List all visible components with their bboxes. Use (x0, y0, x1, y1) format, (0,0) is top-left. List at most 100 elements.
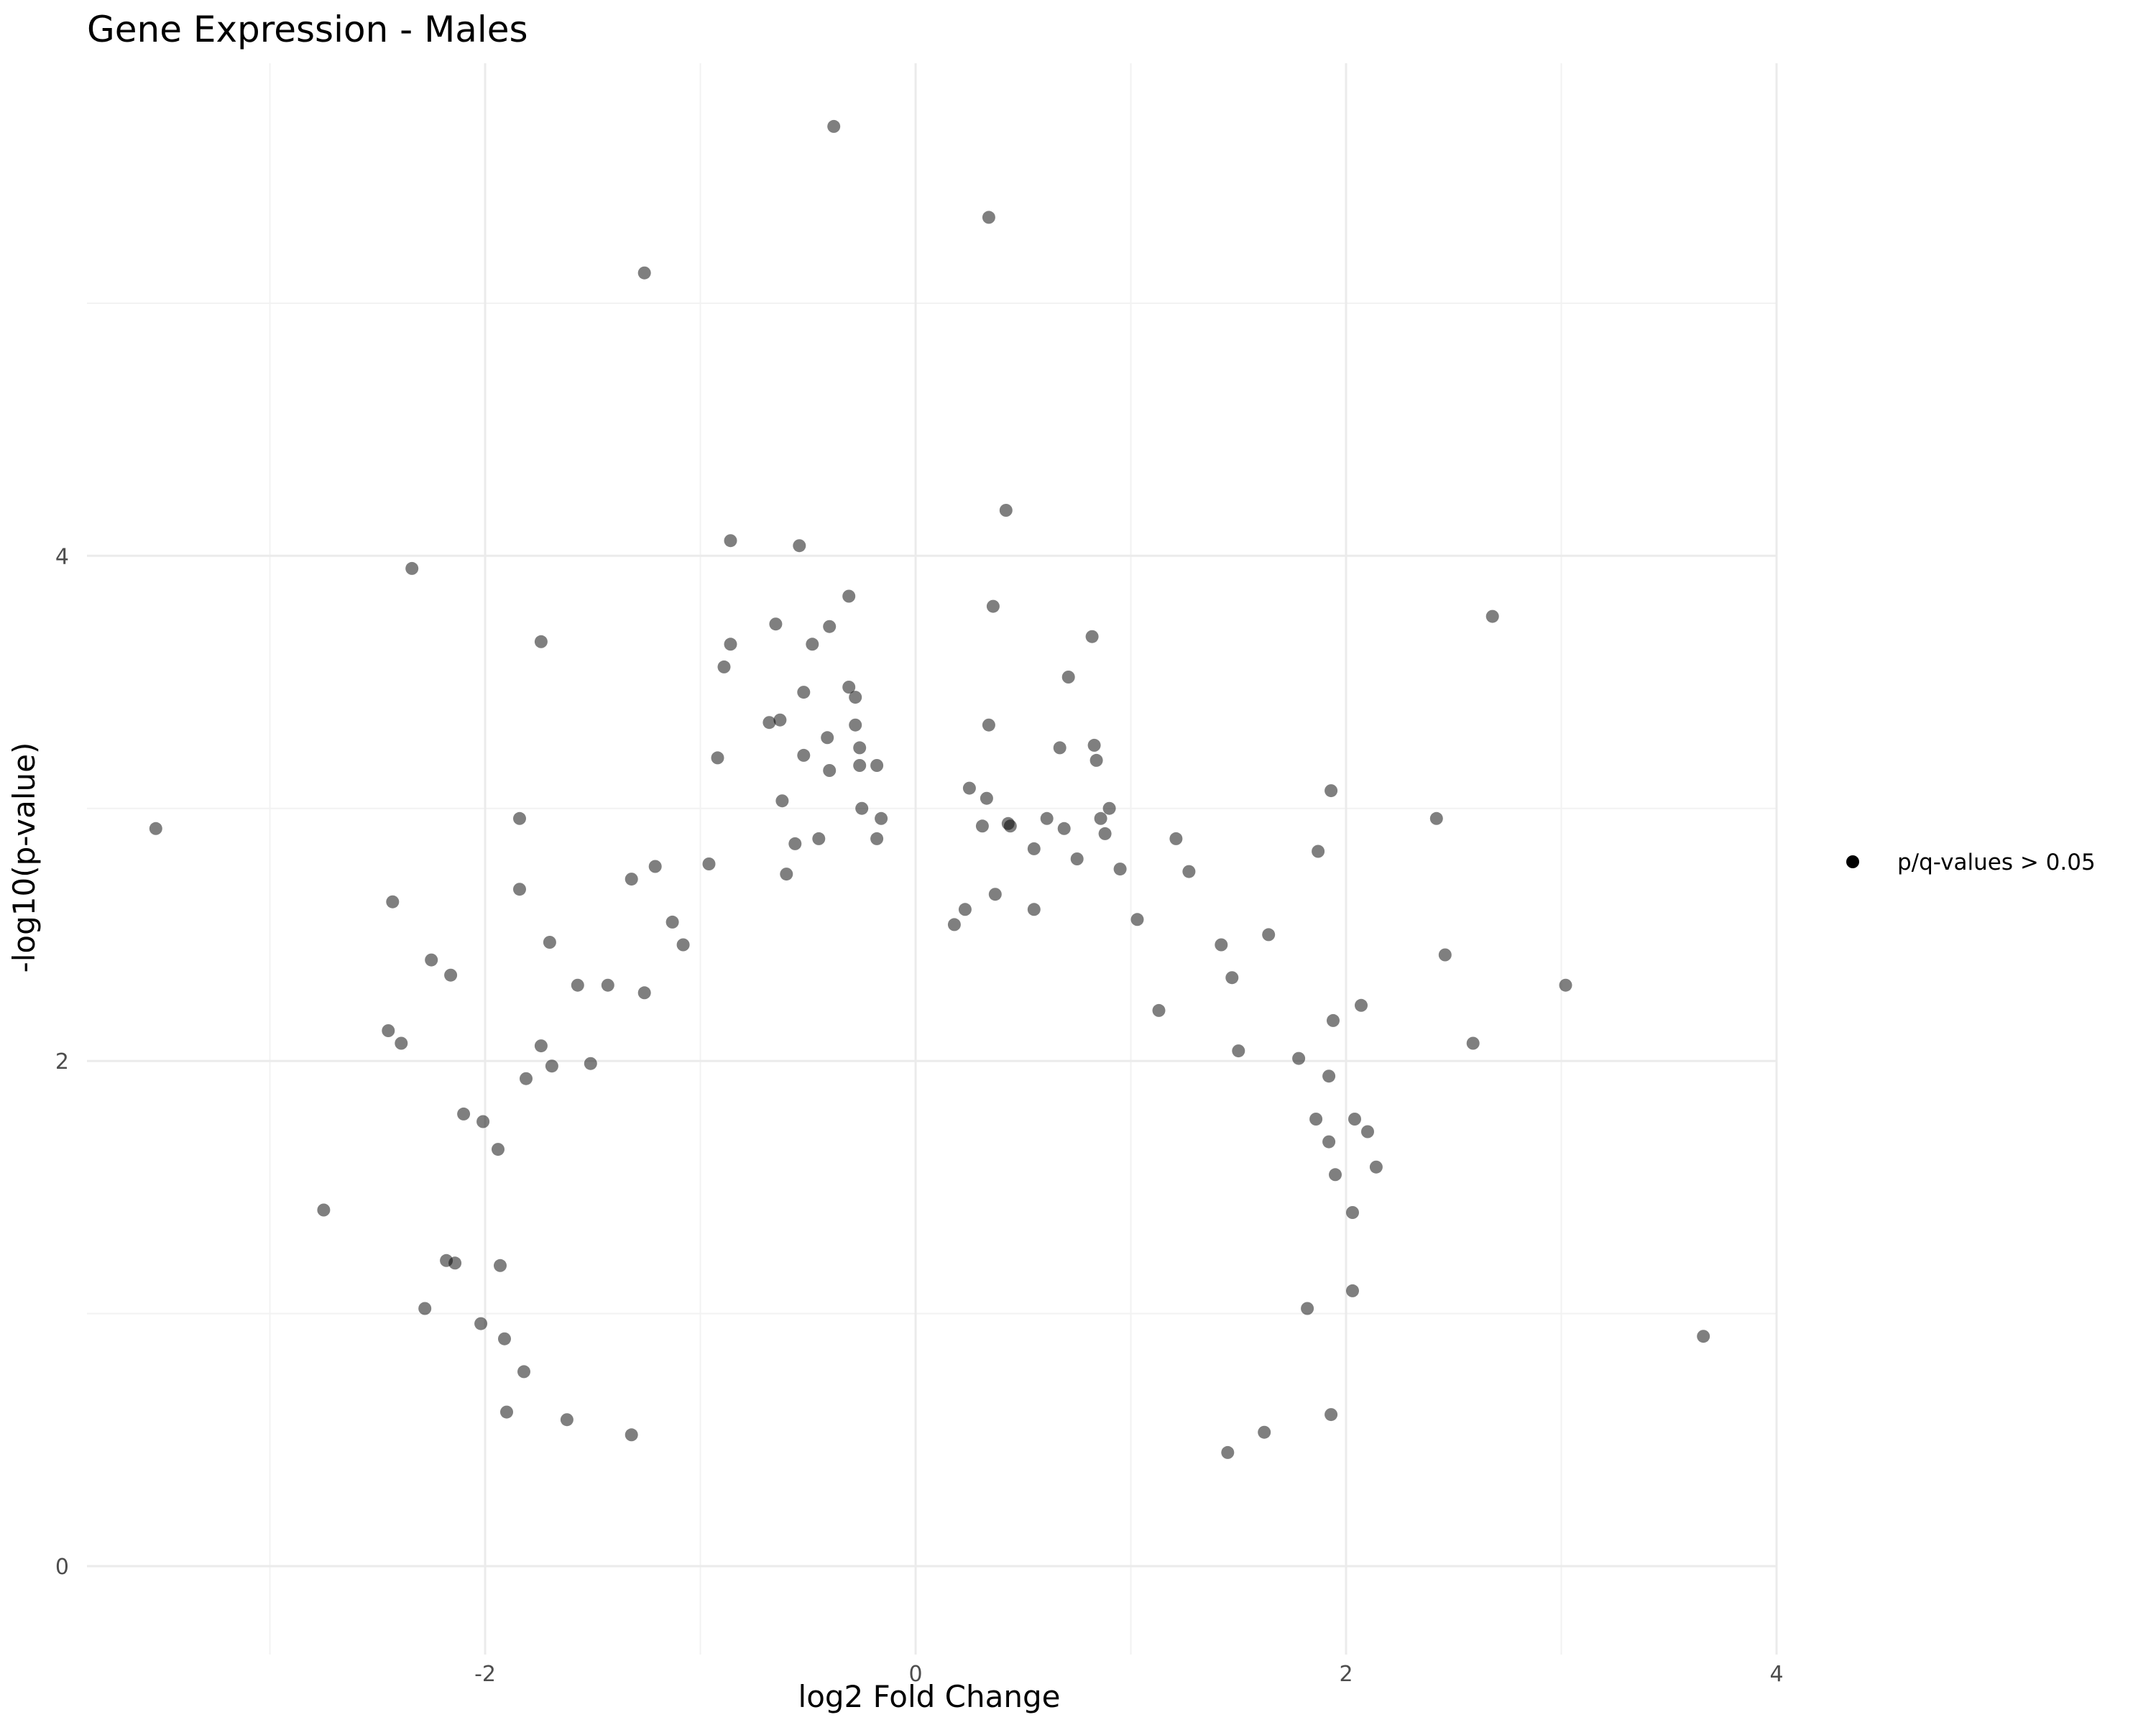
grid-major (87, 63, 1778, 1655)
data-point (958, 903, 972, 916)
data-point (560, 1413, 573, 1427)
data-point (982, 718, 995, 732)
data-point (1232, 1044, 1245, 1058)
data-point (571, 978, 584, 992)
data-point (702, 857, 716, 870)
data-point (648, 860, 662, 873)
data-point (1061, 671, 1075, 684)
data-point (1130, 913, 1144, 926)
data-point (775, 794, 789, 808)
data-point (1292, 1052, 1306, 1065)
chart-title: Gene Expression - Males (87, 9, 528, 50)
data-point (1258, 1425, 1271, 1439)
data-point (1369, 1160, 1383, 1174)
data-point (1322, 1070, 1336, 1083)
data-point (418, 1302, 432, 1315)
data-point (1438, 948, 1452, 962)
data-point (1429, 811, 1443, 825)
data-point (448, 1256, 462, 1270)
data-point (444, 968, 458, 982)
legend-label: p/q-values > 0.05 (1897, 850, 2096, 875)
data-point (545, 1059, 558, 1073)
data-point (1113, 862, 1127, 876)
data-point (625, 1428, 638, 1442)
data-point (769, 617, 783, 631)
data-point (797, 748, 811, 762)
data-point (492, 1143, 505, 1156)
data-point (1070, 852, 1084, 865)
data-point (500, 1405, 513, 1419)
data-point (724, 534, 737, 548)
legend: p/q-values > 0.05 (1846, 850, 2096, 875)
data-point (975, 819, 989, 833)
data-point (1152, 1003, 1166, 1017)
data-point (386, 895, 400, 908)
data-point (676, 938, 690, 952)
data-point (1027, 842, 1041, 855)
data-point (1027, 903, 1041, 916)
data-points (149, 119, 1710, 1459)
data-point (980, 791, 993, 805)
data-point (1329, 1168, 1342, 1182)
data-point (1169, 832, 1183, 845)
data-point (1346, 1206, 1359, 1219)
data-point (842, 681, 856, 694)
x-tick-label: 4 (1769, 1662, 1783, 1687)
data-point (1327, 1013, 1340, 1027)
y-axis-title: -log10(p-value) (6, 742, 42, 973)
data-point (1003, 819, 1017, 833)
data-point (999, 504, 1013, 517)
data-point (1697, 1330, 1710, 1343)
data-point (1221, 1445, 1235, 1459)
data-point (513, 883, 526, 896)
data-point (1355, 998, 1368, 1012)
data-point (1057, 822, 1071, 835)
data-point (855, 801, 869, 815)
data-point (763, 716, 776, 730)
data-point (780, 868, 793, 881)
data-point (788, 837, 802, 850)
data-point (474, 1317, 488, 1330)
y-tick-label: 4 (55, 544, 69, 569)
data-point (395, 1036, 408, 1050)
data-point (793, 539, 806, 553)
data-point (724, 638, 737, 651)
data-point (875, 811, 888, 825)
data-point (520, 1072, 533, 1085)
data-point (1085, 630, 1099, 643)
data-point (870, 832, 884, 845)
data-point (823, 764, 837, 777)
data-point (1361, 1125, 1374, 1138)
data-point (1466, 1036, 1480, 1050)
data-point (1040, 811, 1054, 825)
data-point (1312, 845, 1325, 858)
data-point (457, 1107, 471, 1121)
data-point (717, 660, 731, 673)
data-point (637, 986, 651, 1000)
x-tick-label: -2 (474, 1662, 496, 1687)
data-point (425, 953, 438, 967)
data-point (711, 751, 724, 765)
x-axis-title: log2 Fold Change (798, 1679, 1061, 1714)
data-point (842, 589, 856, 603)
data-point (821, 731, 834, 745)
x-tick-label: 2 (1339, 1662, 1353, 1687)
data-point (625, 873, 638, 886)
data-point (1322, 1135, 1336, 1149)
data-point (1348, 1113, 1361, 1126)
data-point (494, 1259, 507, 1272)
data-point (982, 211, 995, 224)
data-point (665, 915, 679, 929)
data-point (947, 918, 961, 932)
data-point (543, 936, 556, 949)
y-tick-label: 2 (55, 1049, 69, 1075)
data-point (149, 822, 162, 835)
data-point (534, 635, 548, 648)
data-point (773, 713, 787, 727)
data-point (1225, 971, 1239, 985)
data-point (584, 1057, 597, 1070)
data-point (1087, 738, 1101, 752)
x-axis-ticks: -2 0 2 4 (474, 1662, 1783, 1687)
data-point (1053, 741, 1067, 755)
